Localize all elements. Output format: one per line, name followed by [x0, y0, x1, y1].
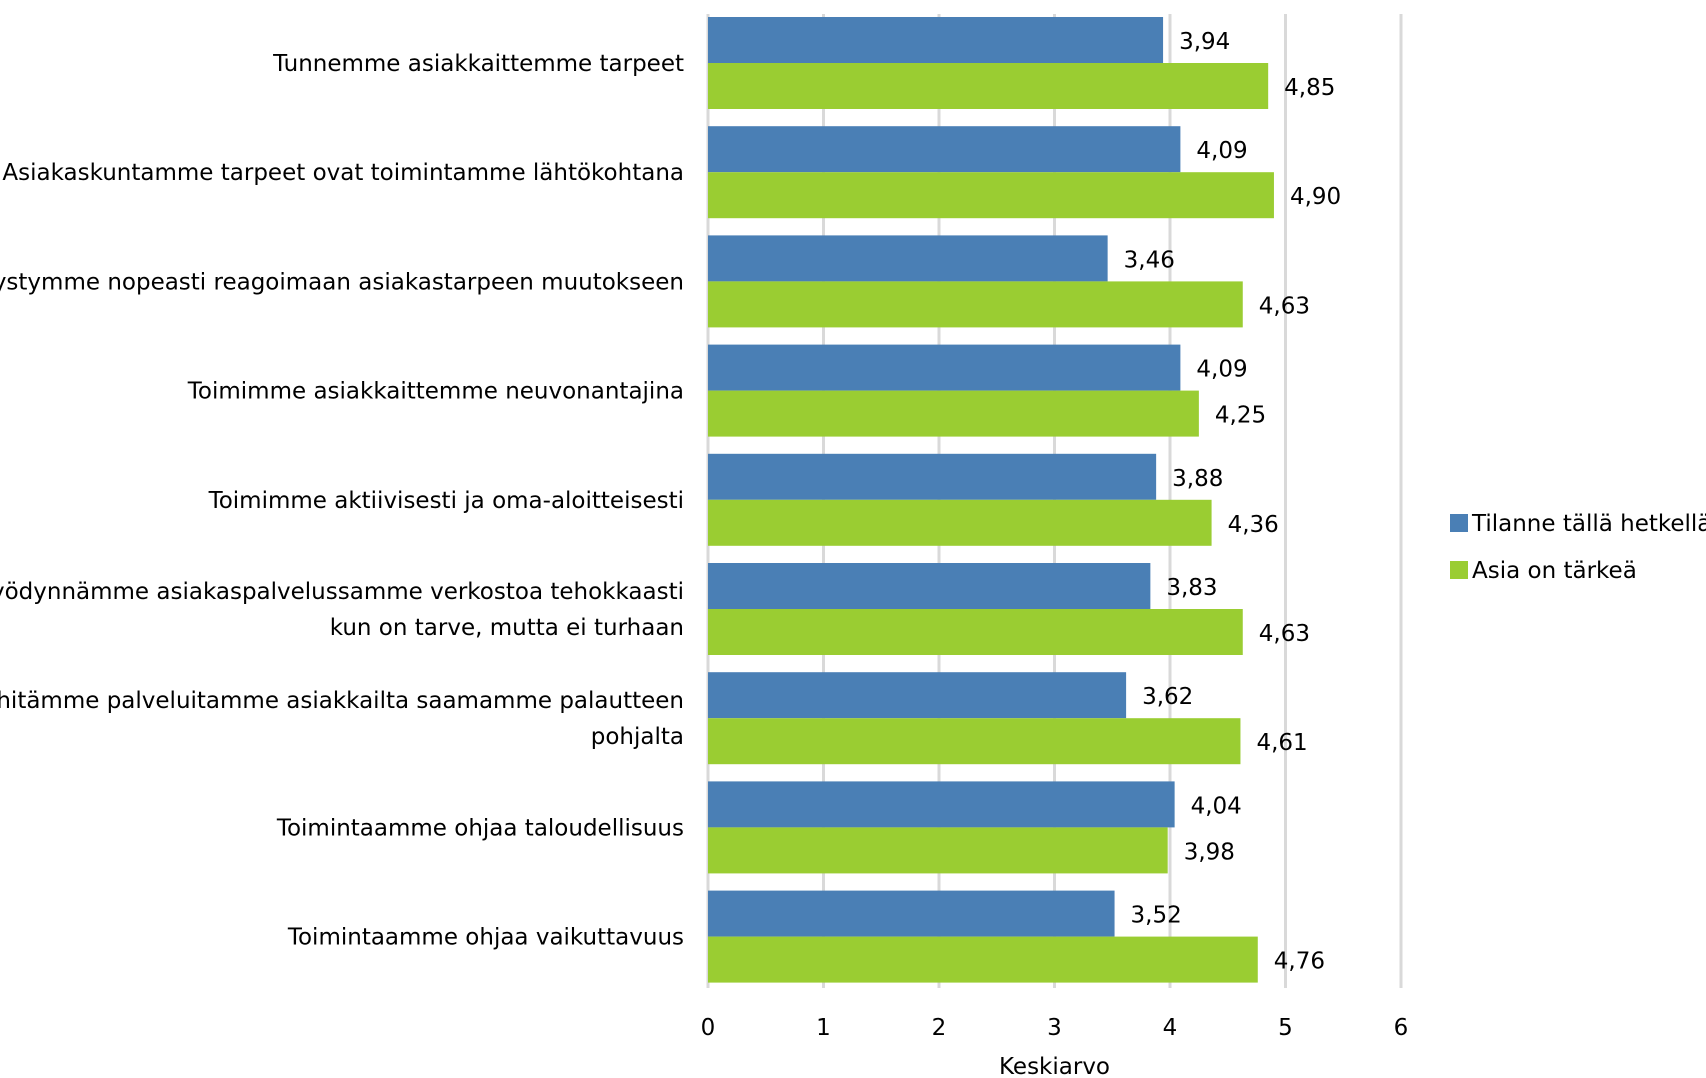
- data-label: 4,25: [1215, 403, 1266, 429]
- value-labels: 3,94 4,85 4,09 4,90 3,46 4,63 4,09 4,25 3,884,36…: [1124, 29, 1342, 975]
- data-label: 4,36: [1228, 512, 1279, 538]
- bars: [708, 17, 1274, 983]
- bar-important: [708, 63, 1269, 109]
- bar-important: [708, 827, 1168, 874]
- data-label: 4,85: [1284, 75, 1335, 101]
- data-label: 4,09: [1196, 357, 1247, 383]
- category-label: Kehitämme palveluitamme asiakkailta saam…: [0, 688, 684, 714]
- data-label: 3,46: [1124, 247, 1175, 273]
- category-label: kun on tarve, mutta ei turhaan: [330, 615, 684, 641]
- bar-current: [708, 890, 1115, 937]
- bar-important: [708, 172, 1274, 219]
- x-tick-label: 4: [1163, 1015, 1178, 1041]
- bar-important: [708, 609, 1243, 655]
- category-labels: Tunnemme asiakkaittemme tarpeet Asiakasku…: [0, 51, 684, 951]
- category-label: Hyödynnämme asiakaspalvelussamme verkost…: [0, 579, 684, 605]
- data-label: 4,61: [1256, 730, 1307, 756]
- category-label: pohjalta: [591, 724, 684, 750]
- bar-current: [708, 235, 1108, 282]
- category-label: Toimimme asiakkaittemme neuvonantajina: [187, 379, 684, 405]
- category-label: Toimintaamme ohjaa vaikuttavuus: [287, 925, 684, 951]
- bar-current: [708, 781, 1175, 828]
- data-label: 4,04: [1191, 793, 1242, 819]
- data-label: 4,76: [1274, 949, 1325, 975]
- x-axis-title: Keskiarvo: [999, 1054, 1110, 1078]
- data-label: 3,88: [1172, 466, 1223, 492]
- data-label: 3,83: [1166, 575, 1217, 601]
- data-label: 3,62: [1142, 684, 1193, 710]
- bar-current: [708, 17, 1164, 63]
- category-label: Pystymme nopeasti reagoimaan asiakastarp…: [0, 269, 684, 295]
- data-label: 4,63: [1259, 293, 1310, 319]
- data-label: 4,09: [1196, 138, 1247, 164]
- bar-current: [708, 126, 1181, 173]
- legend: Tilanne tällä hetkellä Asia on tärkeä: [1450, 511, 1706, 584]
- legend-swatch-current: [1450, 514, 1468, 532]
- bar-current: [708, 453, 1157, 500]
- bar-current: [708, 563, 1151, 609]
- bar-important: [708, 281, 1243, 328]
- legend-swatch-important: [1450, 561, 1468, 579]
- data-label: 4,63: [1259, 621, 1310, 647]
- legend-label-important: Asia on tärkeä: [1472, 558, 1637, 584]
- x-tick-label: 2: [932, 1015, 947, 1041]
- x-tick-label: 5: [1278, 1015, 1293, 1041]
- data-label: 4,90: [1290, 184, 1341, 210]
- category-label: Toimintaamme ohjaa taloudellisuus: [276, 815, 684, 841]
- bar-important: [708, 390, 1199, 437]
- category-label: Toimimme aktiivisesti ja oma-aloitteises…: [208, 488, 684, 514]
- x-tick-label: 1: [816, 1015, 831, 1041]
- bar-current: [708, 344, 1181, 391]
- x-tick-label: 6: [1394, 1015, 1409, 1041]
- x-tick-label: 3: [1047, 1015, 1062, 1041]
- category-label: Asiakaskuntamme tarpeet ovat toimintamme…: [2, 160, 684, 186]
- data-label: 3,98: [1184, 839, 1235, 865]
- data-label: 3,52: [1131, 903, 1182, 929]
- bar-current: [708, 672, 1127, 719]
- bar-important: [708, 718, 1241, 765]
- bar-important: [708, 499, 1212, 546]
- legend-label-current: Tilanne tällä hetkellä: [1471, 511, 1706, 537]
- x-axis-ticks: 0 1 2 3 4 5 6: [701, 1015, 1409, 1041]
- x-tick-label: 0: [701, 1015, 716, 1041]
- data-label: 3,94: [1179, 29, 1230, 55]
- bar-important: [708, 936, 1258, 983]
- category-label: Tunnemme asiakkaittemme tarpeet: [272, 51, 684, 77]
